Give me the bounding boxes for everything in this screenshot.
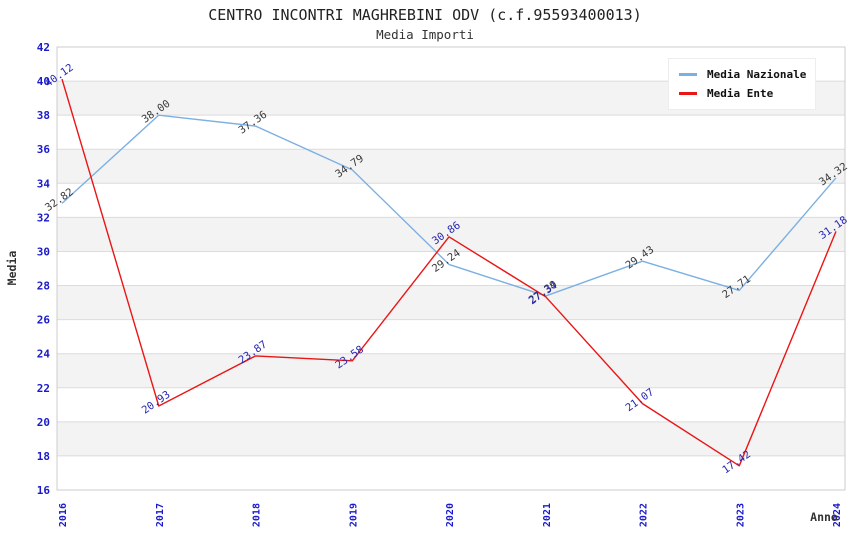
band xyxy=(57,285,845,320)
x-axis-label: Anno xyxy=(810,510,838,524)
y-tick-label: 42 xyxy=(37,41,50,54)
y-axis-label: Media xyxy=(5,251,19,286)
plot-border xyxy=(56,46,846,491)
band xyxy=(57,353,845,388)
band xyxy=(57,149,845,184)
x-tick-label: 2020 xyxy=(445,503,456,527)
point-label: 20.93 xyxy=(140,389,173,417)
chart-subtitle: Media Importi xyxy=(376,27,474,42)
y-tick-label: 36 xyxy=(37,143,51,156)
x-tick-label: 2019 xyxy=(348,503,359,527)
y-tick-label: 22 xyxy=(37,382,50,395)
legend-item-media-nazionale: Media Nazionale xyxy=(679,65,807,84)
x-tick-label: 2018 xyxy=(252,503,263,527)
y-tick-label: 30 xyxy=(37,245,50,258)
x-tick-label: 2017 xyxy=(155,503,166,527)
legend-swatch-ente xyxy=(679,92,697,95)
legend-item-media-ente: Media Ente xyxy=(679,84,807,103)
x-tick-label: 2021 xyxy=(542,503,553,527)
x-tick-label: 2016 xyxy=(58,503,69,527)
legend-label-ente: Media Ente xyxy=(707,87,774,100)
band xyxy=(57,217,845,252)
y-tick-label: 26 xyxy=(37,314,51,327)
y-tick-label: 16 xyxy=(37,484,51,497)
x-tick-label: 2024 xyxy=(832,503,843,527)
x-tick-label: 2022 xyxy=(639,503,650,527)
legend: Media Nazionale Media Ente xyxy=(668,58,816,110)
legend-swatch-nazionale xyxy=(679,73,697,76)
y-tick-label: 32 xyxy=(37,211,50,224)
series-line-media-ente xyxy=(61,78,837,467)
y-tick-label: 38 xyxy=(37,109,50,122)
x-tick-label: 2023 xyxy=(735,503,746,527)
chart-title: CENTRO INCONTRI MAGHREBINI ODV (c.f.9559… xyxy=(208,6,642,24)
y-tick-label: 28 xyxy=(37,280,50,293)
y-tick-label: 34 xyxy=(37,177,51,190)
y-tick-label: 20 xyxy=(37,416,50,429)
y-tick-label: 24 xyxy=(37,348,51,361)
series-line-media-nazionale xyxy=(61,114,837,297)
legend-label-nazionale: Media Nazionale xyxy=(707,68,807,81)
y-tick-label: 40 xyxy=(37,75,50,88)
y-tick-label: 18 xyxy=(37,450,50,463)
band xyxy=(57,421,845,456)
